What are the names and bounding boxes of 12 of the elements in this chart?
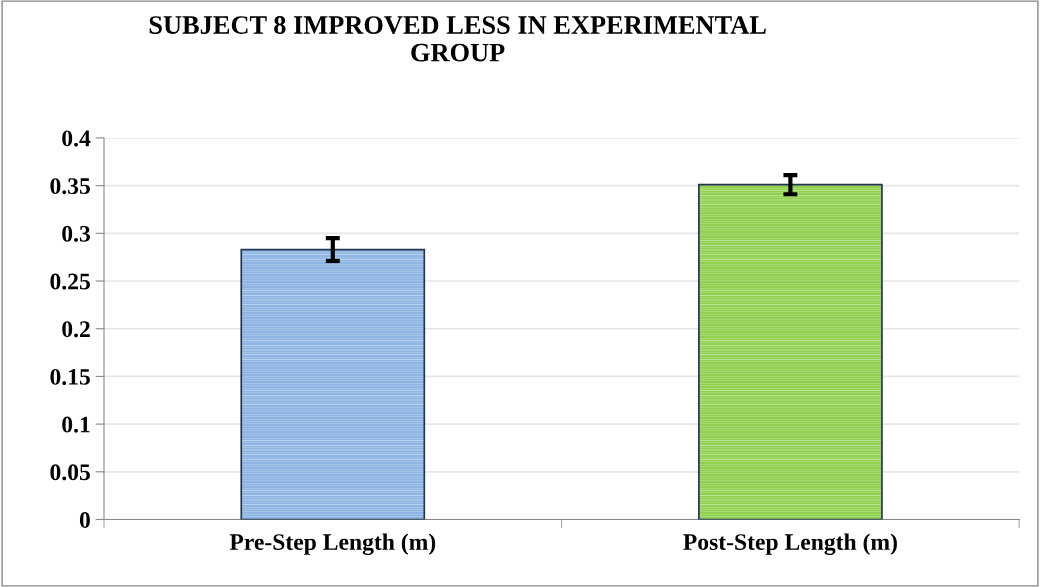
y-tick-label: 0.2 <box>62 321 90 338</box>
y-tick-label: 0.25 <box>50 273 90 290</box>
y-tick-label: 0.35 <box>50 178 90 195</box>
y-tick-label: 0.05 <box>50 464 90 481</box>
y-tick-label: 0.15 <box>50 368 90 385</box>
x-tick-label: Post-Step Length (m) <box>683 533 897 555</box>
chart-title: SUBJECT 8 IMPROVED LESS IN EXPERIMENTAL GROUP <box>149 16 766 62</box>
y-tick-label: 0.3 <box>62 225 90 242</box>
x-tick-label: Pre-Step Length (m) <box>229 533 436 555</box>
y-tick-label: 0.1 <box>62 416 90 433</box>
y-tick-label: 0.4 <box>62 130 91 147</box>
y-tick-label: 0 <box>79 511 90 528</box>
